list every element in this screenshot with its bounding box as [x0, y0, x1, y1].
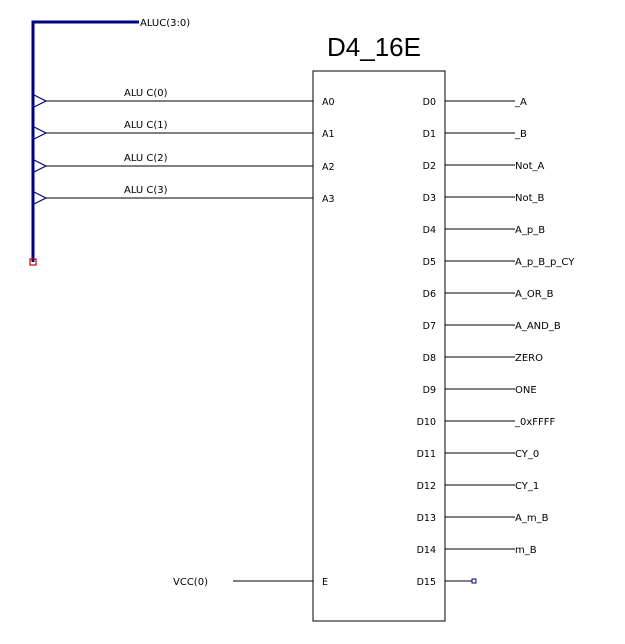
- output-pin-label: D0: [423, 97, 436, 108]
- output-pin-label: D8: [423, 353, 436, 364]
- output-pin-label: D2: [423, 161, 436, 172]
- input-pin-label: A2: [322, 162, 335, 173]
- output-net-label: A_OR_B: [515, 289, 554, 300]
- output-pin-label: D4: [423, 225, 436, 236]
- output-pin-label: D13: [417, 513, 436, 524]
- output-pin-label: D10: [417, 417, 436, 428]
- bus-tap-icon: [33, 126, 48, 140]
- output-row: D7 A_AND_B: [423, 321, 561, 332]
- output-net-label: A_m_B: [515, 513, 549, 524]
- decoder-block[interactable]: [312, 70, 446, 622]
- bus-tap-icon: [33, 94, 48, 108]
- bus-endpoint-marker: [29, 258, 37, 266]
- output-pins: D0 _A D1 _B D2 Not_A D3 Not_B D4 A_p_B D5 A_p_B_p_C…: [417, 97, 576, 588]
- aluc-bus[interactable]: [31, 20, 139, 262]
- output-net-label: CY_0: [515, 449, 539, 460]
- output-net-label: ONE: [515, 385, 537, 396]
- output-row: D14 m_B: [417, 545, 537, 556]
- output-pin-label: D14: [417, 545, 436, 556]
- output-net-label: A_p_B: [515, 225, 545, 236]
- output-pin-label: D3: [423, 193, 436, 204]
- output-pin-label: D5: [423, 257, 436, 268]
- output-pin-label: D15: [417, 577, 436, 588]
- input-pin-label: A0: [322, 97, 335, 108]
- output-row: D1 _B: [423, 129, 527, 140]
- output-net-label: _A: [514, 97, 527, 108]
- output-pin-label: D7: [423, 321, 436, 332]
- bus-tap-icon: [33, 191, 48, 205]
- bus-tap-icon: [33, 159, 48, 173]
- output-row: D6 A_OR_B: [423, 289, 554, 300]
- output-row: D8 ZERO: [423, 353, 543, 364]
- output-net-label: _0xFFFF: [514, 417, 556, 428]
- output-net-label: _B: [514, 129, 527, 140]
- output-net-label: A_AND_B: [515, 321, 561, 332]
- output-row: D13 A_m_B: [417, 513, 549, 524]
- output-row: D11 CY_0: [417, 449, 540, 460]
- output-row: D12 CY_1: [417, 481, 540, 492]
- input-row: ALU C(0) A0: [33, 88, 335, 108]
- input-row: ALU C(3) A3: [33, 185, 335, 205]
- input-net-label: ALU C(2): [124, 153, 168, 164]
- output-row: D4 A_p_B: [423, 225, 546, 236]
- open-terminal-icon: [471, 578, 477, 584]
- output-row: D3 Not_B: [423, 193, 545, 204]
- vcc-label: VCC(0): [173, 577, 208, 588]
- output-row: D2 Not_A: [423, 161, 545, 172]
- input-row: ALU C(1) A1: [33, 120, 335, 140]
- output-net-label: Not_B: [515, 193, 545, 204]
- output-pin-label: D12: [417, 481, 436, 492]
- output-pin-label: D9: [423, 385, 436, 396]
- output-net-label: CY_1: [515, 481, 539, 492]
- input-row: ALU C(2) A2: [33, 153, 335, 173]
- input-pin-label: A3: [322, 194, 335, 205]
- pin-e: E: [322, 577, 328, 588]
- output-pin-label: D1: [423, 129, 436, 140]
- output-net-label: m_B: [515, 545, 537, 556]
- output-row: D0 _A: [423, 97, 527, 108]
- input-net-label: ALU C(0): [124, 88, 168, 99]
- output-pin-label: D6: [423, 289, 436, 300]
- input-net-label: ALU C(1): [124, 120, 168, 131]
- output-row: D9 ONE: [423, 385, 537, 396]
- input-pin-label: A1: [322, 129, 335, 140]
- input-net-label: ALU C(3): [124, 185, 168, 196]
- component-title: D4_16E: [327, 32, 421, 62]
- output-net-label: Not_A: [515, 161, 545, 172]
- output-net-label: ZERO: [515, 353, 543, 364]
- output-row: D10 _0xFFFF: [417, 417, 556, 428]
- input-pins: ALU C(0) A0 ALU C(1) A1 ALU C(2) A2 ALU C(3) A3: [33, 88, 335, 205]
- output-row: D15: [417, 577, 477, 588]
- bus-label: ALUC(3:0): [140, 18, 190, 29]
- output-net-label: A_p_B_p_CY: [515, 257, 575, 268]
- output-pin-label: D11: [417, 449, 436, 460]
- output-row: D5 A_p_B_p_CY: [423, 257, 576, 268]
